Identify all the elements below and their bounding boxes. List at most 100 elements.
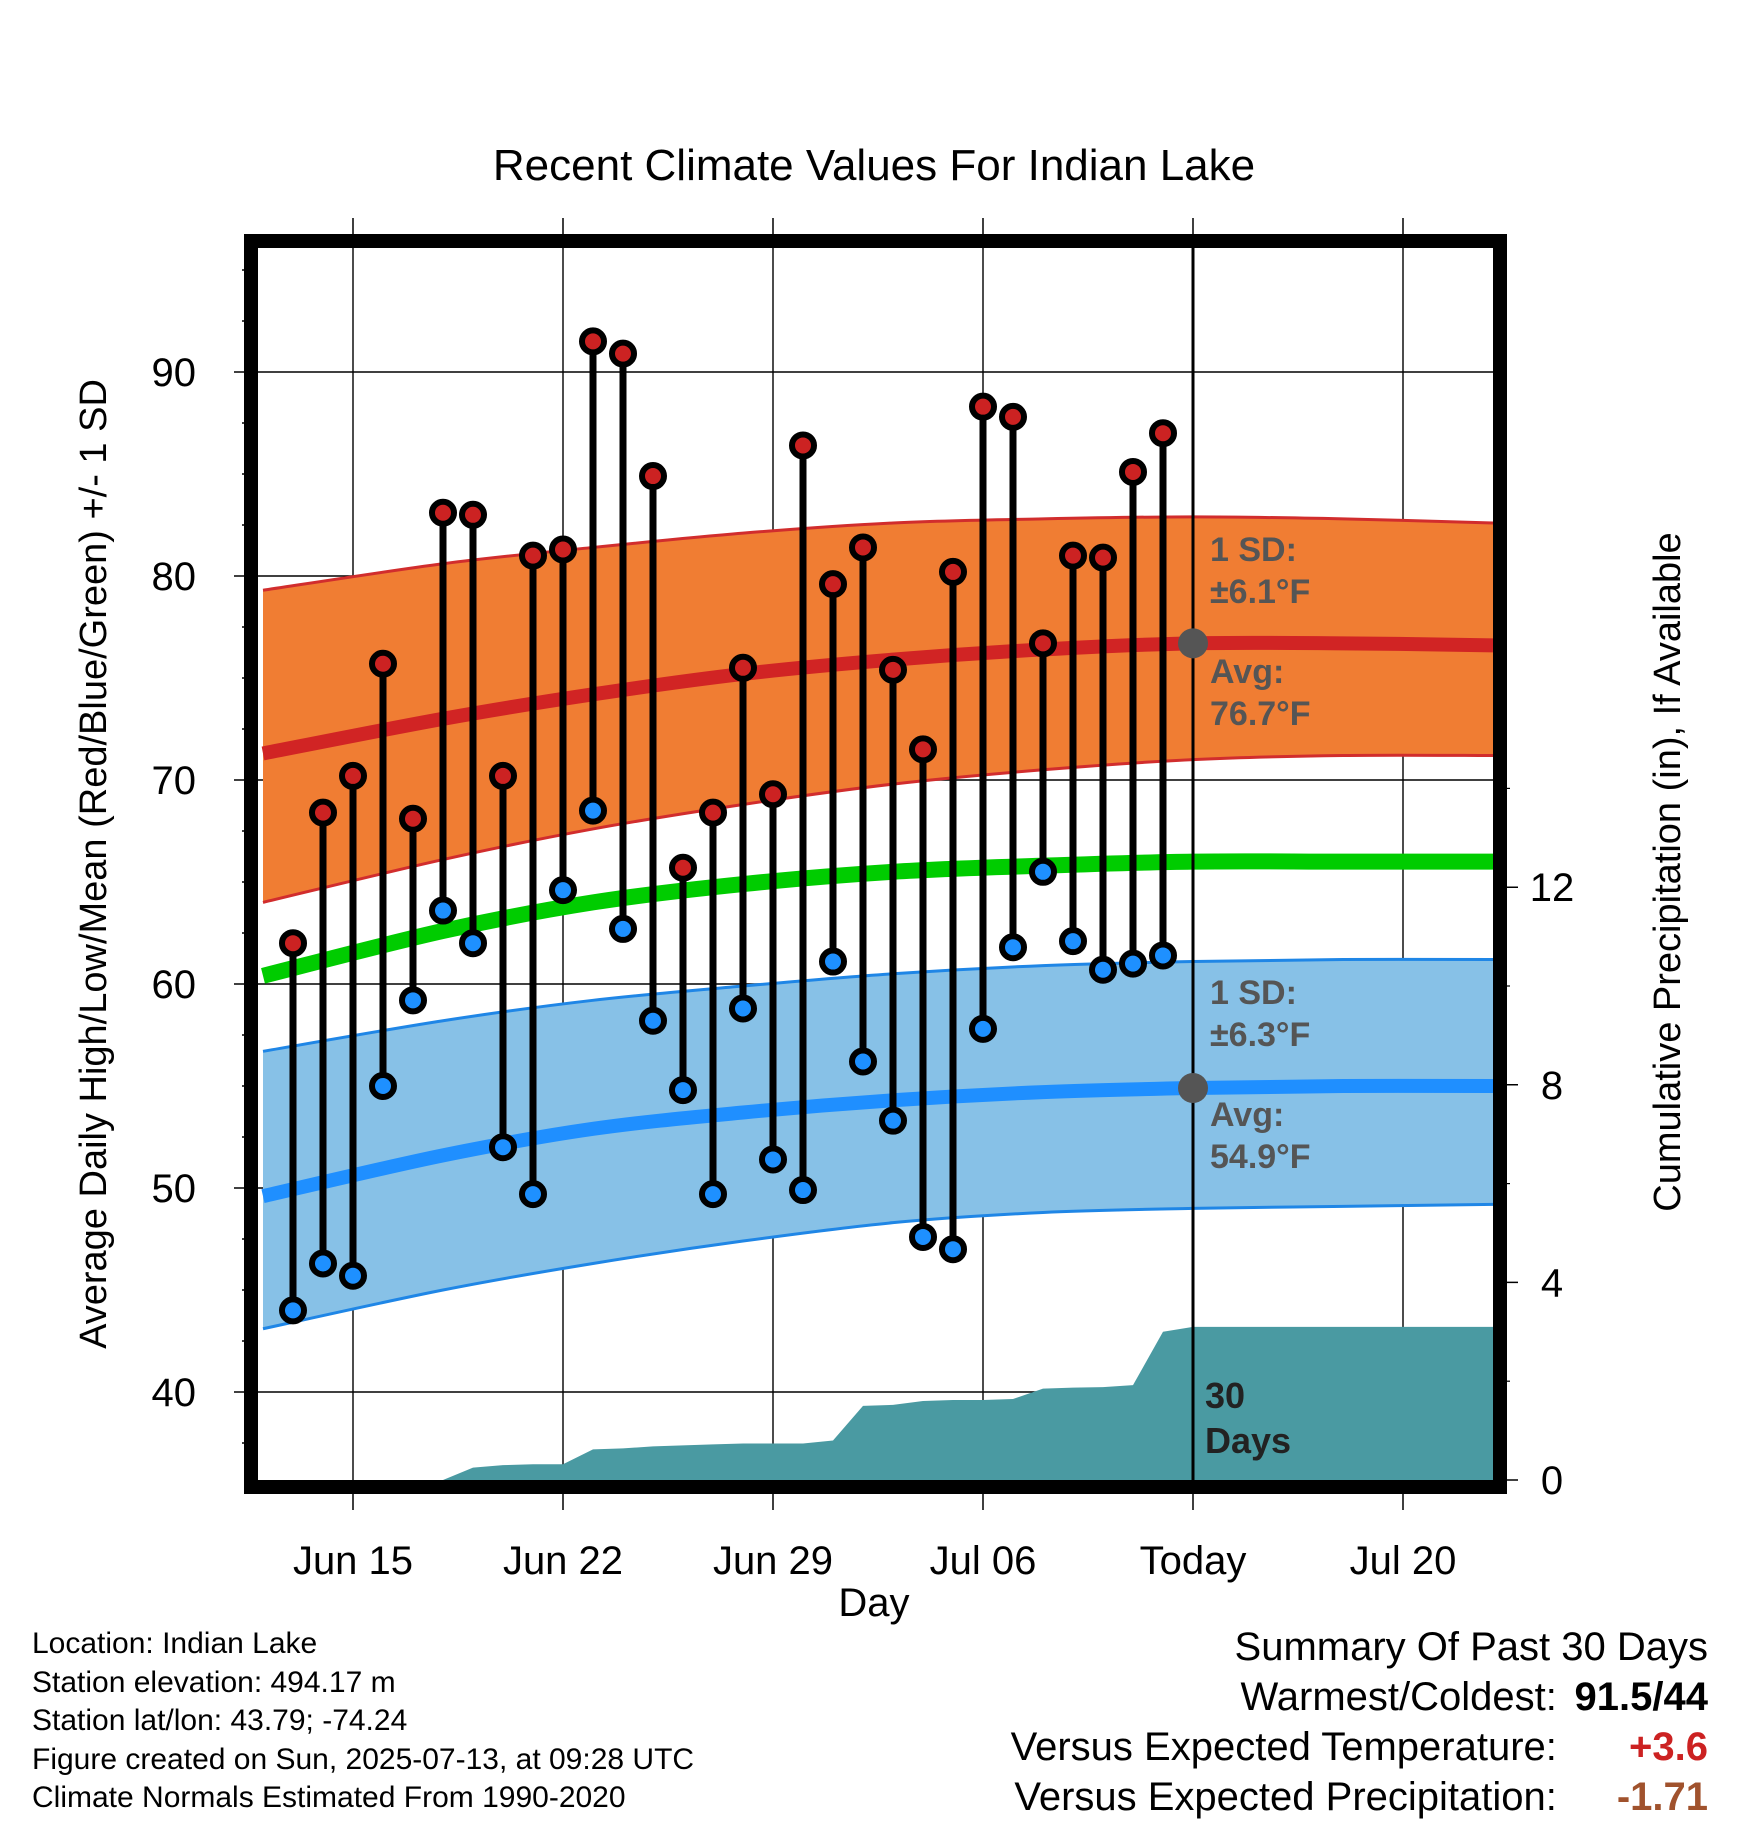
x-tick-label: Jul 06 — [930, 1539, 1037, 1583]
daily-high-marker — [669, 853, 697, 882]
daily-low-marker — [849, 1047, 877, 1076]
daily-high-marker — [489, 761, 517, 790]
daily-low-marker — [519, 1180, 547, 1209]
high-avg-annotation: Avg: 76.7°F — [1210, 653, 1311, 733]
daily-high-marker — [459, 500, 487, 529]
x-tick-label: Jun 22 — [503, 1539, 623, 1583]
chart-title: Recent Climate Values For Indian Lake — [493, 141, 1255, 190]
daily-high-marker — [789, 431, 817, 460]
precip-label: Versus Expected Precipitation: — [1014, 1775, 1557, 1819]
daily-high-marker — [849, 533, 877, 562]
daily-low-marker — [969, 1014, 997, 1043]
daily-low-marker — [339, 1261, 367, 1290]
x-tick-label: Jun 29 — [713, 1539, 833, 1583]
today-high-dot — [1178, 628, 1208, 659]
daily-low-marker — [789, 1176, 817, 1205]
precip-row: Versus Expected Precipitation: -1.71 — [808, 1772, 1708, 1822]
daily-low-marker — [1089, 955, 1117, 984]
daily-high-marker — [429, 498, 457, 527]
daily-low-marker — [489, 1133, 517, 1162]
warmest-row: Warmest/Coldest: 91.5/44 — [808, 1672, 1709, 1722]
low-sd-annotation: 1 SD: ±6.3°F — [1210, 974, 1310, 1054]
warmest-value: 91.5/44 — [1574, 1675, 1708, 1719]
daily-low-marker — [579, 796, 607, 825]
daily-high-marker — [339, 761, 367, 790]
daily-high-marker — [1119, 457, 1147, 486]
elevation-text: Station elevation: 494.17 m — [32, 1665, 396, 1699]
daily-high-marker — [609, 339, 637, 368]
daily-high-marker — [399, 804, 427, 833]
y-axis-label-right: Cumulative Precipitation (in), If Availa… — [1647, 532, 1689, 1211]
daily-high-marker — [879, 655, 907, 684]
daily-high-marker — [909, 735, 937, 764]
y-axis-label-left: Average Daily High/Low/Mean (Red/Blue/Gr… — [73, 379, 115, 1349]
daily-high-marker — [369, 649, 397, 678]
daily-low-marker — [699, 1180, 727, 1209]
daily-high-marker — [999, 402, 1027, 431]
daily-low-marker — [759, 1145, 787, 1174]
daily-high-marker — [309, 798, 337, 827]
daily-high-marker — [729, 653, 757, 682]
daily-low-marker — [819, 947, 847, 976]
warmest-label: Warmest/Coldest: — [1240, 1675, 1557, 1719]
daily-low-marker — [609, 914, 637, 943]
location-text: Location: Indian Lake — [32, 1627, 318, 1660]
days-label: 30 Days — [1205, 1375, 1291, 1461]
precip-area — [263, 1326, 1493, 1480]
low-sd-band-lower-edge — [262, 1202, 1493, 1331]
daily-high-marker — [1059, 541, 1087, 570]
daily-low-marker — [279, 1296, 307, 1325]
summary-title: Summary Of Past 30 Days — [1234, 1625, 1708, 1669]
normals-text: Climate Normals Estimated From 1990-2020 — [32, 1781, 626, 1814]
y-left-tick-label: 40 — [152, 1371, 197, 1415]
daily-low-marker — [1029, 857, 1057, 886]
daily-high-marker — [819, 570, 847, 599]
daily-low-marker — [999, 933, 1027, 962]
daily-low-marker — [639, 1006, 667, 1035]
high-sd-annotation: 1 SD: ±6.1°F — [1210, 531, 1310, 611]
daily-high-marker — [969, 392, 997, 421]
daily-low-marker — [1149, 941, 1177, 970]
daily-low-marker — [1059, 927, 1087, 956]
y-left-tick-label: 50 — [152, 1167, 197, 1211]
daily-high-marker — [1029, 629, 1057, 658]
daily-low-marker — [729, 994, 757, 1023]
daily-high-marker — [699, 798, 727, 827]
precip-value: -1.71 — [1616, 1775, 1708, 1819]
low-avg-annotation: Avg: 54.9°F — [1210, 1096, 1311, 1176]
daily-low-marker — [939, 1235, 967, 1264]
y-right-tick-label: 12 — [1530, 866, 1575, 910]
station-info: Location: Indian Lake Station elevation:… — [32, 1625, 694, 1818]
x-tick-label: Jun 15 — [293, 1539, 413, 1583]
plot-frame — [244, 234, 1507, 1494]
daily-low-marker — [369, 1072, 397, 1100]
daily-high-marker — [759, 780, 787, 809]
daily-high-marker — [939, 557, 967, 586]
daily-low-marker — [549, 876, 577, 905]
y-left-tick-label: 70 — [152, 759, 197, 803]
y-right-tick-label: 0 — [1541, 1459, 1563, 1503]
daily-low-marker — [909, 1222, 937, 1251]
latlon-text: Station lat/lon: 43.79; -74.24 — [32, 1704, 408, 1737]
daily-high-marker — [1149, 419, 1177, 448]
daily-low-marker — [309, 1249, 337, 1278]
daily-high-marker — [279, 929, 307, 958]
daily-high-marker — [1089, 543, 1117, 572]
y-left-tick-label: 90 — [152, 351, 197, 395]
today-low-dot — [1178, 1073, 1208, 1104]
daily-low-marker — [459, 929, 487, 958]
temp-value: +3.6 — [1629, 1725, 1708, 1769]
high-sd-band-upper-edge — [262, 515, 1493, 592]
temp-label: Versus Expected Temperature: — [1010, 1725, 1557, 1769]
y-right-tick-label: 8 — [1541, 1064, 1563, 1108]
daily-high-marker — [579, 327, 607, 356]
y-left-tick-label: 80 — [152, 555, 197, 599]
x-tick-label: Jul 20 — [1350, 1539, 1457, 1583]
x-axis-label: Day — [838, 1581, 909, 1625]
daily-low-marker — [399, 986, 427, 1015]
summary-panel: Summary Of Past 30 Days Warmest/Coldest:… — [808, 1622, 1708, 1822]
daily-low-marker — [429, 896, 457, 925]
created-text: Figure created on Sun, 2025-07-13, at 09… — [32, 1742, 695, 1776]
x-tick-label: Today — [1140, 1539, 1247, 1583]
